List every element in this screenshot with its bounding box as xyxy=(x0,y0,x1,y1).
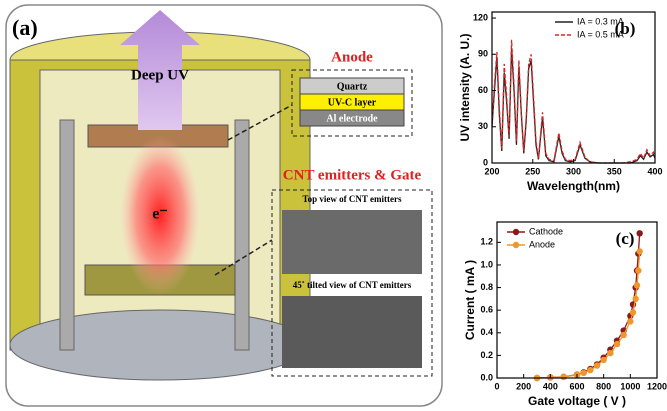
data-point xyxy=(594,362,600,368)
x-tick-label: 350 xyxy=(607,166,622,176)
x-tick-label: 1000 xyxy=(620,381,640,391)
y-tick-label: 120 xyxy=(473,12,488,22)
y-axis-label: Current ( mA ) xyxy=(463,260,477,340)
sem-top xyxy=(282,210,422,274)
legend-label: Anode xyxy=(529,239,555,249)
y-axis-label: UV intensity (A. U.) xyxy=(458,33,472,141)
panel-a: (a) Deep UV e⁻ Anode Quartz UV-C layer A… xyxy=(6,5,442,406)
x-tick-label: 400 xyxy=(647,166,662,176)
data-point xyxy=(580,370,586,376)
x-tick-label: 1200 xyxy=(647,381,667,391)
x-tick-label: 300 xyxy=(566,166,581,176)
sem-caption: 45˚ tilted view of CNT emitters xyxy=(293,280,412,290)
x-tick-label: 250 xyxy=(525,166,540,176)
panel-label: (c) xyxy=(616,229,635,248)
y-tick-label: 0.8 xyxy=(480,282,493,292)
sem-caption: Top view of CNT emitters xyxy=(303,194,402,204)
data-point xyxy=(600,357,606,363)
data-point xyxy=(632,296,638,302)
data-point xyxy=(614,341,620,347)
y-tick-label: 0.4 xyxy=(480,327,493,337)
panel-label: (a) xyxy=(12,15,38,40)
data-point xyxy=(630,309,636,315)
data-point xyxy=(627,318,633,324)
arrow-text: Deep UV xyxy=(131,67,189,83)
electron-label: e⁻ xyxy=(152,206,168,223)
figure: (a) Deep UV e⁻ Anode Quartz UV-C layer A… xyxy=(0,0,667,411)
rod xyxy=(60,120,74,350)
cnt-title: CNT emitters & Gate xyxy=(283,167,422,183)
legend-marker xyxy=(513,229,519,235)
y-tick-label: 1.0 xyxy=(480,259,493,269)
legend-label: IA = 0.3 mA xyxy=(577,16,624,26)
data-point xyxy=(634,282,640,288)
legend-label: Cathode xyxy=(529,226,563,236)
base xyxy=(10,310,310,380)
data-point xyxy=(560,374,566,380)
data-point xyxy=(620,332,626,338)
layer-text: Quartz xyxy=(337,81,368,92)
y-tick-label: 1.2 xyxy=(480,237,493,247)
y-tick-label: 60 xyxy=(478,85,488,95)
legend-marker xyxy=(513,242,519,248)
y-tick-label: 0.2 xyxy=(480,350,493,360)
sem-tilted xyxy=(282,296,422,368)
x-tick-label: 200 xyxy=(484,166,499,176)
y-tick-label: 0.6 xyxy=(480,305,493,315)
rod xyxy=(235,120,249,350)
data-point xyxy=(636,230,642,236)
x-axis-label: Wavelength(nm) xyxy=(527,179,620,193)
layer-text: UV-C layer xyxy=(328,97,377,108)
data-point xyxy=(635,267,641,273)
data-point xyxy=(587,367,593,373)
data-line xyxy=(537,233,640,378)
data-point xyxy=(607,350,613,356)
x-tick-label: 0 xyxy=(494,381,499,391)
layer-text: Al electrode xyxy=(326,113,378,124)
x-tick-label: 200 xyxy=(516,381,531,391)
data-point xyxy=(636,248,642,254)
x-tick-label: 400 xyxy=(543,381,558,391)
x-tick-label: 600 xyxy=(569,381,584,391)
y-tick-label: 0 xyxy=(483,157,488,167)
x-tick-label: 800 xyxy=(596,381,611,391)
y-tick-label: 30 xyxy=(478,121,488,131)
y-tick-label: 90 xyxy=(478,49,488,59)
data-line xyxy=(492,48,655,163)
legend-label: IA = 0.5 mA xyxy=(577,29,624,39)
y-tick-label: 0.0 xyxy=(480,372,493,382)
data-line xyxy=(537,251,640,378)
x-axis-label: Gate voltage ( V ) xyxy=(528,394,626,408)
anode-title: Anode xyxy=(331,49,373,65)
